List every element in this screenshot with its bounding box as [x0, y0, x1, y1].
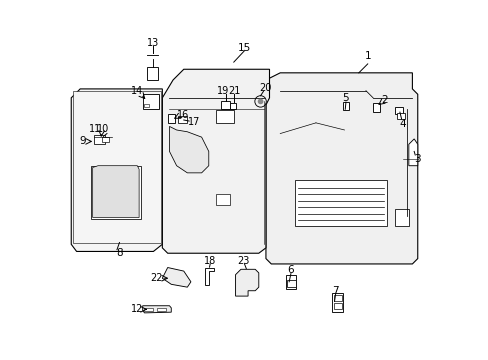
Text: 19: 19: [217, 86, 229, 96]
Polygon shape: [162, 267, 190, 287]
Polygon shape: [162, 69, 269, 253]
Text: 18: 18: [203, 256, 216, 266]
Bar: [178, 116, 187, 123]
Text: 3: 3: [413, 154, 420, 163]
Bar: [157, 307, 165, 311]
Bar: [394, 107, 403, 114]
Text: 22: 22: [150, 273, 163, 283]
Bar: [287, 280, 296, 287]
Text: 6: 6: [287, 265, 294, 275]
Circle shape: [257, 99, 263, 104]
Bar: [102, 137, 108, 143]
Bar: [142, 94, 159, 109]
Text: 17: 17: [187, 117, 200, 127]
Text: 12: 12: [131, 304, 143, 314]
Bar: [230, 103, 235, 109]
Text: 15: 15: [237, 43, 251, 53]
Bar: [144, 307, 153, 311]
Bar: [394, 208, 408, 226]
Bar: [216, 194, 230, 205]
Text: 10: 10: [97, 124, 109, 134]
Text: 7: 7: [332, 286, 338, 296]
Text: 21: 21: [228, 86, 241, 96]
Bar: [147, 67, 158, 80]
Text: 9: 9: [80, 136, 86, 147]
Polygon shape: [265, 73, 417, 264]
Bar: [285, 275, 296, 289]
Polygon shape: [205, 267, 214, 285]
Text: 14: 14: [131, 86, 143, 96]
Polygon shape: [408, 139, 417, 166]
Text: 23: 23: [237, 256, 249, 266]
Text: 4: 4: [398, 118, 405, 129]
Polygon shape: [142, 306, 171, 313]
Polygon shape: [235, 269, 258, 296]
Bar: [333, 303, 341, 309]
Bar: [397, 113, 404, 118]
Text: 2: 2: [381, 95, 387, 105]
Bar: [167, 114, 175, 123]
Text: 20: 20: [259, 83, 271, 93]
Text: 13: 13: [146, 38, 159, 48]
Polygon shape: [93, 166, 139, 217]
Bar: [216, 111, 233, 123]
Bar: [94, 135, 105, 144]
Bar: [372, 103, 380, 112]
Bar: [73, 91, 160, 243]
Text: 8: 8: [116, 248, 122, 258]
Text: 5: 5: [342, 93, 348, 103]
Bar: [91, 166, 141, 219]
Polygon shape: [169, 126, 208, 173]
Bar: [294, 180, 386, 226]
Bar: [221, 101, 230, 109]
Text: 1: 1: [364, 51, 370, 61]
Bar: [342, 103, 348, 111]
Bar: [331, 293, 342, 312]
Text: 11: 11: [89, 124, 102, 134]
Text: 16: 16: [176, 110, 188, 120]
Bar: [333, 295, 341, 301]
Bar: [143, 104, 149, 108]
Polygon shape: [71, 89, 162, 251]
